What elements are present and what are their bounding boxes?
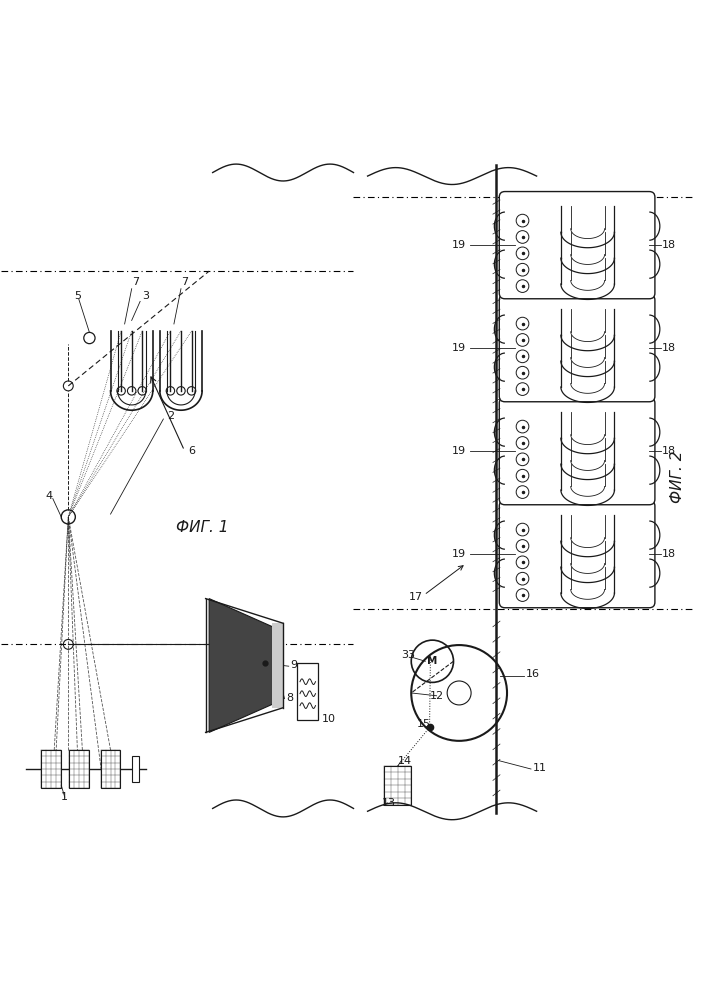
- Text: 9: 9: [290, 660, 297, 670]
- FancyBboxPatch shape: [499, 398, 655, 505]
- Bar: [132, 756, 139, 782]
- Text: М: М: [427, 656, 438, 666]
- Text: 19: 19: [452, 240, 466, 250]
- Text: 13: 13: [382, 798, 396, 808]
- Text: 19: 19: [452, 343, 466, 353]
- Text: 17: 17: [409, 592, 423, 602]
- Text: 3: 3: [142, 291, 149, 301]
- Text: 6: 6: [188, 446, 195, 456]
- Text: 4: 4: [46, 491, 53, 501]
- Text: ФИГ. 2: ФИГ. 2: [670, 450, 685, 503]
- Text: 10: 10: [322, 714, 336, 724]
- FancyBboxPatch shape: [499, 501, 655, 608]
- Bar: [100, 750, 120, 788]
- Text: 7: 7: [132, 277, 139, 287]
- Text: 8: 8: [286, 693, 293, 703]
- Text: 18: 18: [662, 240, 676, 250]
- Text: 11: 11: [533, 763, 547, 773]
- Bar: [69, 750, 88, 788]
- Text: 33: 33: [402, 650, 416, 660]
- Text: 16: 16: [526, 669, 540, 679]
- Text: 18: 18: [662, 343, 676, 353]
- Text: 18: 18: [662, 549, 676, 559]
- FancyBboxPatch shape: [499, 295, 655, 402]
- Bar: [297, 663, 318, 720]
- Text: 5: 5: [74, 291, 81, 301]
- Bar: [271, 623, 283, 708]
- Text: 19: 19: [452, 549, 466, 559]
- Polygon shape: [209, 599, 272, 732]
- FancyBboxPatch shape: [499, 192, 655, 299]
- Text: 7: 7: [181, 277, 188, 287]
- Text: 15: 15: [417, 719, 431, 729]
- Text: ФИГ. 1: ФИГ. 1: [176, 520, 228, 535]
- Bar: [385, 766, 411, 805]
- Text: 18: 18: [662, 446, 676, 456]
- Text: 1: 1: [62, 792, 69, 802]
- Text: 19: 19: [452, 446, 466, 456]
- Text: 14: 14: [398, 756, 412, 766]
- Text: 12: 12: [430, 691, 444, 701]
- Bar: [41, 750, 61, 788]
- Text: 2: 2: [167, 411, 174, 421]
